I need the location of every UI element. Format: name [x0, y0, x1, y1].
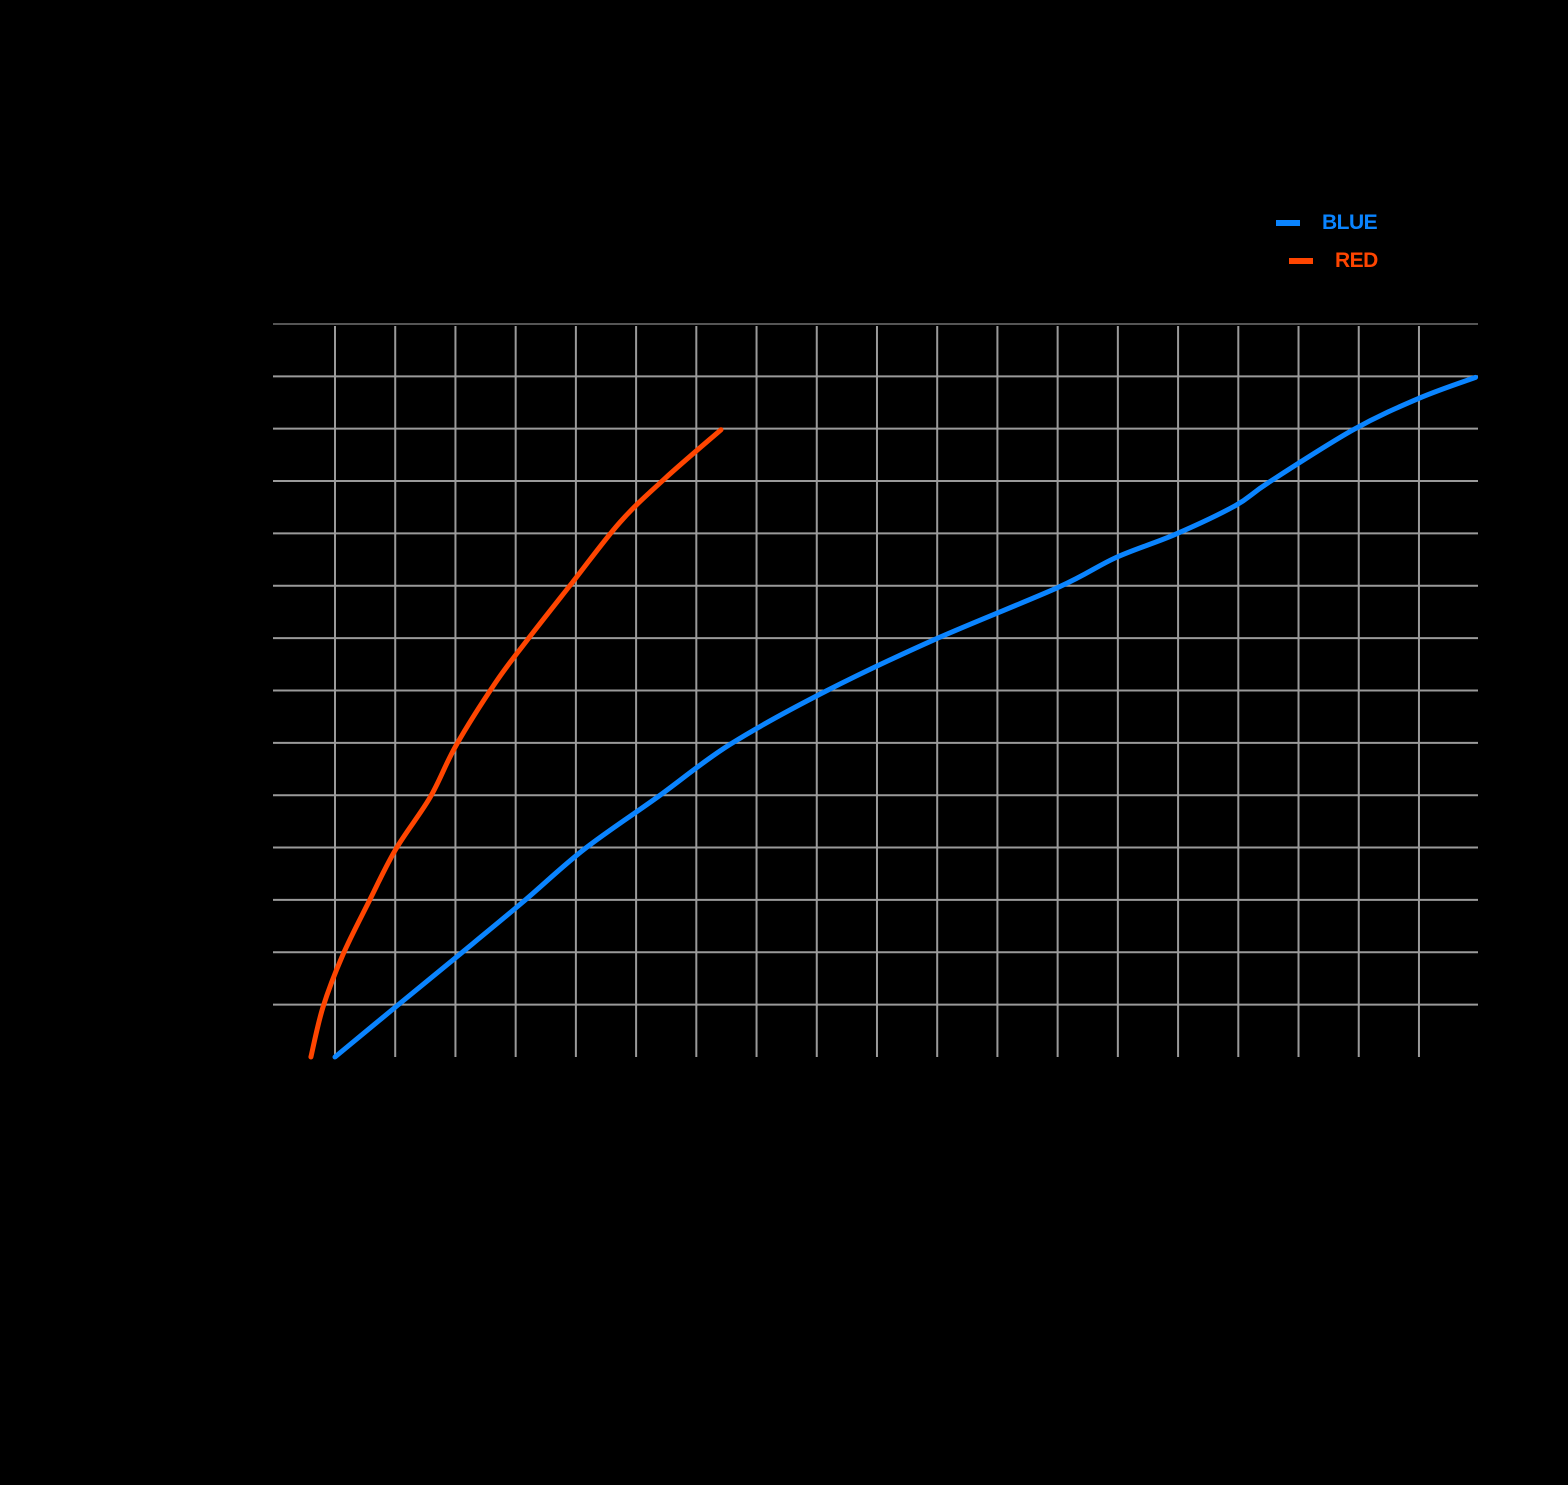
- legend-swatch-blue-icon: [1276, 220, 1300, 226]
- legend-label-blue: BLUE: [1322, 211, 1378, 234]
- series-line-red: [308, 427, 724, 1060]
- grid-lines: [273, 322, 1478, 1057]
- legend-label-red: RED: [1335, 249, 1378, 272]
- series-line-blue: [332, 374, 1479, 1060]
- legend-item-red: RED: [1289, 246, 1378, 276]
- legend-item-blue: BLUE: [1276, 208, 1378, 238]
- data-series: [308, 374, 1479, 1060]
- legend-swatch-red-icon: [1289, 258, 1313, 264]
